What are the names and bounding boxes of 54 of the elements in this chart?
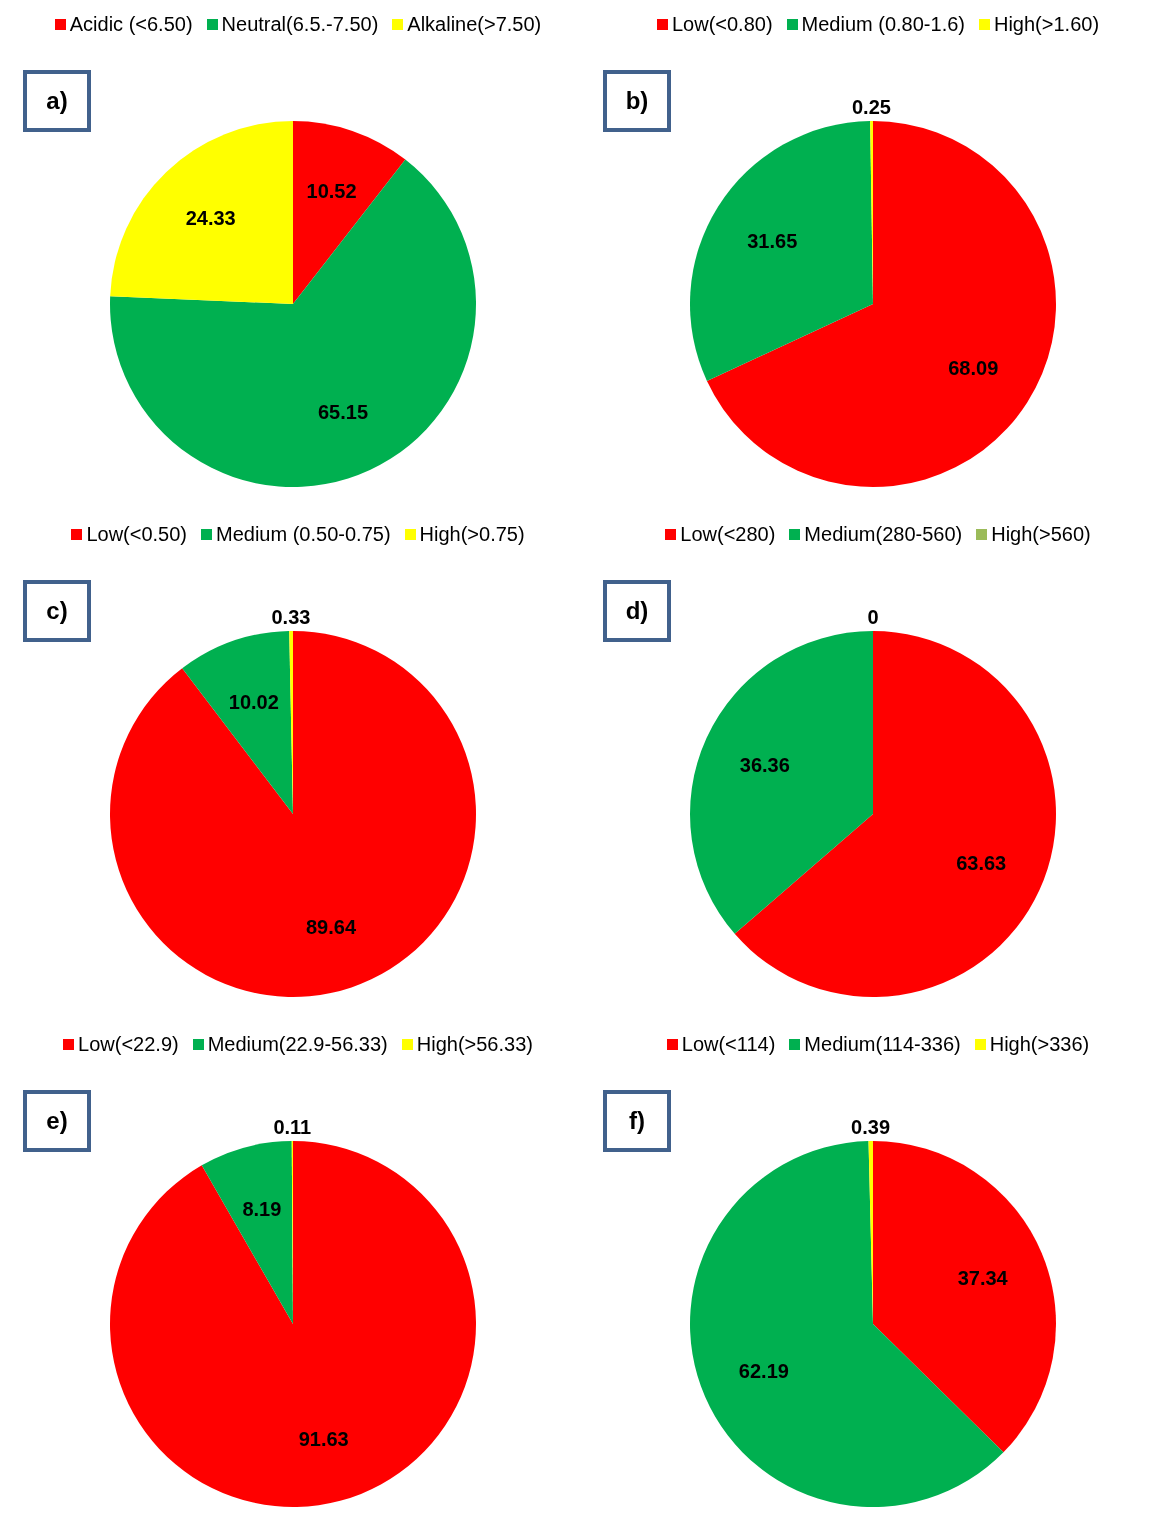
pie-slice (110, 121, 293, 304)
pie-slice (706, 121, 1056, 487)
legend-label: Low(<22.9) (78, 1033, 179, 1056)
pie-slice (873, 1141, 1056, 1453)
pie-slice (690, 121, 873, 381)
data-label: 0.39 (851, 1116, 891, 1139)
text: a) (23, 70, 91, 132)
legend-label: Medium (0.50-0.75) (216, 523, 391, 546)
pie-slice (110, 1141, 476, 1507)
legend-label: High(>1.60) (993, 13, 1100, 36)
data-label: 36.36 (739, 753, 790, 776)
pie-slice (201, 1141, 293, 1324)
text: f) (603, 1090, 671, 1152)
data-label: 68.09 (948, 357, 999, 380)
legend-label: High(>560) (991, 523, 1091, 546)
data-label: 10.52 (306, 180, 357, 203)
legend-label: Medium(280-560) (804, 523, 963, 546)
pie-slice (734, 631, 1056, 997)
data-label: 0.33 (271, 606, 311, 629)
legend-label: Low(<114) (681, 1033, 776, 1056)
data-label: 62.19 (738, 1360, 789, 1383)
pie-slice (293, 121, 406, 304)
legend-label: Neutral(6.5.-7.50) (221, 13, 379, 36)
text: b) (603, 70, 671, 132)
pie-slice (690, 631, 873, 934)
legend-label: Medium(22.9-56.33) (207, 1033, 388, 1056)
pie-slice (182, 631, 293, 814)
data-label: 63.63 (956, 852, 1007, 875)
text: c) (23, 580, 91, 642)
legend-label: Low(<280) (680, 523, 776, 546)
legend-label: High(>56.33) (416, 1033, 533, 1056)
legend-label: Medium(114-336) (804, 1033, 961, 1056)
data-label: 65.15 (317, 400, 369, 423)
pie-slice (110, 631, 476, 997)
legend-label: Low(<0.50) (86, 523, 188, 546)
data-label: 31.65 (747, 229, 798, 252)
text: 0 (867, 606, 879, 628)
data-label: 37.34 (957, 1267, 1009, 1290)
data-label: 10.02 (228, 690, 279, 713)
legend-label: Acidic (<6.50) (69, 13, 193, 36)
legend-label: Medium (0.80-1.6) (801, 13, 965, 36)
data-label: 0.11 (273, 1116, 312, 1138)
pie-slice (110, 159, 476, 487)
legend-label: Low(<0.80) (671, 13, 773, 36)
data-label: 24.33 (185, 207, 236, 230)
text: d) (603, 580, 671, 642)
data-label: 0.25 (851, 96, 891, 119)
text: e) (23, 1090, 91, 1152)
data-label: 89.64 (305, 915, 357, 938)
data-label: 91.63 (298, 1427, 349, 1450)
legend-label: Alkaline(>7.50) (407, 13, 542, 36)
legend-label: High(>0.75) (419, 523, 525, 546)
legend-label: High(>336) (989, 1033, 1090, 1056)
data-label: 8.19 (242, 1198, 282, 1221)
